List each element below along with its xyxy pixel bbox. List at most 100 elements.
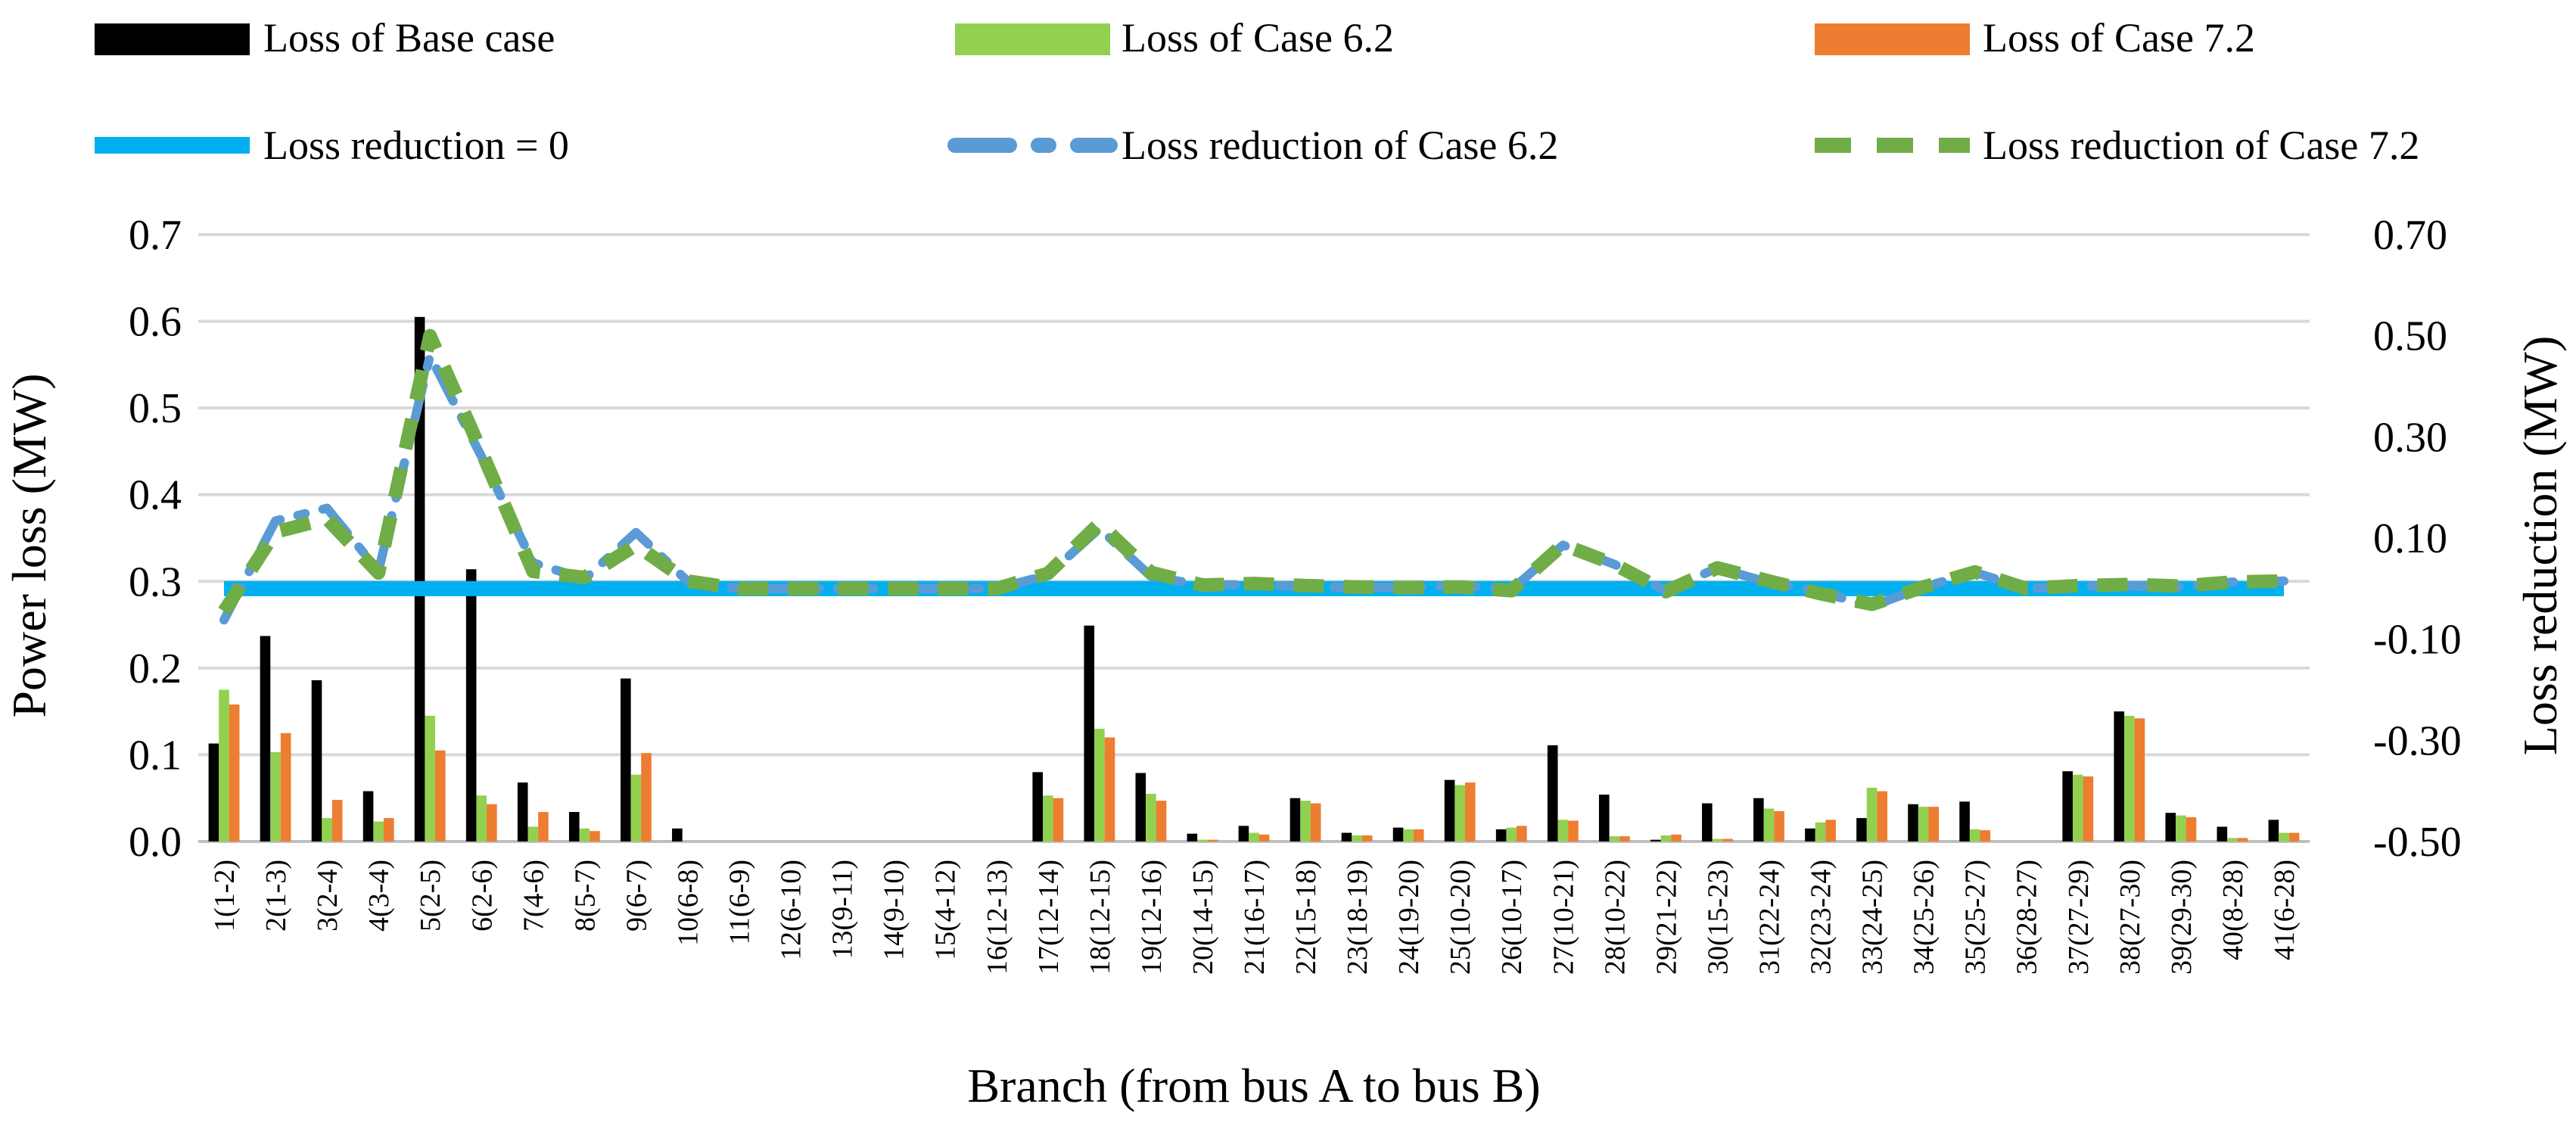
bar bbox=[2186, 817, 2197, 841]
x-tick-label: 6(2-6) bbox=[466, 860, 498, 932]
bar bbox=[1249, 832, 1259, 841]
x-tick-label: 10(6-8) bbox=[672, 860, 704, 946]
bar bbox=[1310, 803, 1321, 841]
bar bbox=[208, 743, 219, 841]
x-tick-label: 37(27-29) bbox=[2063, 860, 2095, 975]
bars bbox=[208, 316, 2300, 841]
x-tick-label: 1(1-2) bbox=[209, 860, 241, 932]
legend: Loss of Base case Loss of Case 6.2 Loss … bbox=[95, 15, 2419, 168]
bar bbox=[1135, 773, 1146, 841]
y2-tick-label: 0.50 bbox=[2373, 313, 2447, 360]
x-tick-label: 13(9-11) bbox=[827, 860, 859, 960]
legend-label-case62-loss: Loss of Case 6.2 bbox=[1122, 15, 1394, 61]
bar bbox=[1598, 795, 1610, 841]
x-tick-label: 34(25-26) bbox=[1909, 860, 1940, 975]
y2-tick-label: -0.10 bbox=[2373, 617, 2462, 664]
bar bbox=[435, 750, 446, 841]
bar bbox=[425, 715, 436, 841]
x-tick-label: 18(12-15) bbox=[1084, 860, 1116, 975]
x-tick-label: 9(6-7) bbox=[621, 860, 652, 932]
bar bbox=[1104, 737, 1115, 841]
bar bbox=[1763, 808, 1775, 841]
bar bbox=[630, 774, 642, 841]
y-axis-title: Power loss (MW) bbox=[2, 373, 56, 717]
legend-item-case62-reduction: Loss reduction of Case 6.2 bbox=[947, 123, 1558, 168]
bar bbox=[1547, 745, 1558, 841]
legend-item-case62-loss: Loss of Case 6.2 bbox=[955, 15, 1394, 61]
bar bbox=[2062, 771, 2073, 841]
bar bbox=[1712, 838, 1723, 841]
bar bbox=[1877, 791, 1887, 841]
legend-item-case72-loss: Loss of Case 7.2 bbox=[1815, 15, 2255, 61]
y2-axis-title: Loss reduction (MW) bbox=[2513, 336, 2567, 756]
y2-tick-label: 0.10 bbox=[2373, 515, 2447, 562]
bar bbox=[1753, 798, 1764, 841]
bar bbox=[1805, 828, 1815, 841]
x-tick-label: 41(6-28) bbox=[2269, 860, 2301, 960]
legend-label-case72-loss: Loss of Case 7.2 bbox=[1983, 15, 2255, 61]
legend-label-case62-reduction: Loss reduction of Case 6.2 bbox=[1122, 123, 1558, 168]
bar bbox=[1918, 807, 1929, 841]
x-tick-label: 30(15-23) bbox=[1702, 860, 1734, 975]
bar bbox=[487, 804, 497, 841]
bar bbox=[1392, 827, 1404, 841]
bar bbox=[2165, 813, 2176, 841]
bar bbox=[1825, 820, 1836, 841]
bar bbox=[1774, 810, 1784, 841]
bar bbox=[2072, 774, 2083, 841]
bar bbox=[1908, 804, 1918, 841]
bar bbox=[1403, 829, 1414, 841]
y-tick-label: 0.2 bbox=[129, 645, 182, 692]
bar bbox=[1671, 834, 1682, 841]
y2-tick-label: -0.30 bbox=[2373, 717, 2462, 764]
bar bbox=[1341, 832, 1352, 841]
bar bbox=[568, 812, 580, 841]
bar bbox=[2279, 832, 2289, 841]
bar bbox=[517, 782, 528, 841]
bar bbox=[2227, 838, 2238, 841]
bar bbox=[280, 733, 291, 841]
bar bbox=[1084, 625, 1095, 841]
x-tick-label: 19(12-16) bbox=[1136, 860, 1168, 975]
bar bbox=[373, 821, 384, 841]
bar bbox=[641, 753, 652, 841]
bar bbox=[1258, 834, 1270, 841]
bar bbox=[1053, 798, 1064, 841]
x-tick-label: 25(10-20) bbox=[1445, 860, 1476, 975]
legend-swatch-case62-loss bbox=[955, 23, 1110, 55]
bar bbox=[2288, 832, 2300, 841]
bar bbox=[672, 828, 683, 841]
legend-label-base-loss: Loss of Base case bbox=[263, 15, 555, 61]
right-axis-ticks: -0.50 -0.30 -0.10 0.10 0.30 0.50 0.70 bbox=[2373, 212, 2462, 866]
x-tick-label: 38(27-30) bbox=[2114, 860, 2146, 975]
bar bbox=[465, 569, 477, 841]
bar bbox=[1238, 826, 1249, 841]
bar bbox=[1959, 801, 1970, 841]
y-tick-label: 0.4 bbox=[129, 472, 182, 519]
y-tick-label: 0.6 bbox=[129, 299, 182, 346]
bar bbox=[1444, 779, 1455, 841]
bar bbox=[1156, 801, 1167, 841]
bar bbox=[1866, 787, 1878, 841]
bar bbox=[219, 689, 229, 841]
bar bbox=[2134, 718, 2145, 841]
x-tick-label: 21(16-17) bbox=[1239, 860, 1271, 975]
bar bbox=[1094, 729, 1105, 841]
x-tick-label: 11(6-9) bbox=[724, 860, 756, 945]
left-axis-ticks: 0.0 0.1 0.2 0.3 0.4 0.5 0.6 0.7 bbox=[129, 212, 182, 866]
bar bbox=[311, 680, 322, 841]
bar bbox=[414, 316, 425, 841]
bar bbox=[2237, 838, 2248, 841]
legend-item-case72-reduction: Loss reduction of Case 7.2 bbox=[1815, 123, 2419, 168]
bar bbox=[1815, 822, 1826, 841]
x-tick-label: 24(19-20) bbox=[1393, 860, 1425, 975]
y2-tick-label: 0.30 bbox=[2373, 414, 2447, 461]
x-tick-label: 17(12-14) bbox=[1033, 860, 1065, 975]
bar bbox=[1928, 807, 1940, 841]
x-tick-label: 12(6-10) bbox=[776, 860, 807, 960]
x-axis-tick-labels: 1(1-2) 2(1-3) 3(2-4) 4(3-4) 5(2-5) 6(2-6) 7(4-… bbox=[209, 860, 2301, 975]
bar bbox=[2124, 715, 2135, 841]
x-tick-label: 7(4-6) bbox=[518, 860, 549, 932]
x-tick-label: 39(29-30) bbox=[2166, 860, 2198, 975]
